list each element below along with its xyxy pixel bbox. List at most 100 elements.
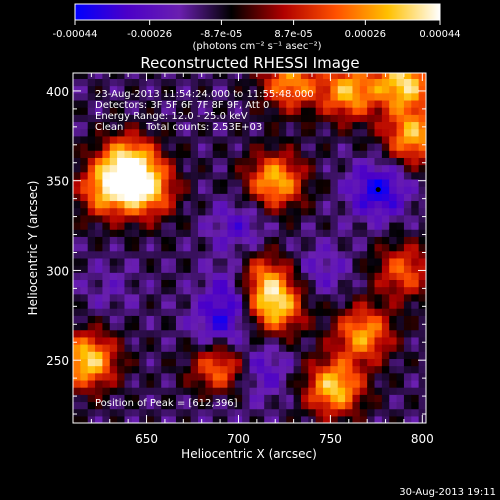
heatmap-pixel [227,92,236,101]
heatmap-pixel [271,121,280,130]
heatmap-pixel [198,243,206,252]
heatmap-pixel [183,214,192,223]
heatmap-pixel [396,78,405,87]
heatmap-pixel [300,99,309,108]
heatmap-pixel [330,107,339,115]
heatmap-pixel [256,401,265,410]
heatmap-pixel [389,257,398,266]
heatmap-pixel [418,200,426,209]
heatmap-pixel [315,107,324,115]
heatmap-pixel [212,351,221,359]
heatmap-pixel [323,351,331,359]
heatmap-pixel [190,207,199,216]
heatmap-pixel [264,243,273,252]
heatmap-pixel [168,415,177,423]
heatmap-pixel [389,73,398,79]
heatmap-pixel [337,250,346,259]
heatmap-pixel [278,193,287,202]
heatmap-pixel [161,329,170,338]
heatmap-pixel [117,178,126,187]
heatmap-pixel [212,221,221,230]
heatmap-pixel [212,358,221,367]
heatmap-pixel [249,164,258,173]
heatmap-pixel [190,401,199,410]
heatmap-pixel [190,336,199,345]
heatmap-pixel [205,178,214,187]
heatmap-pixel [198,157,206,166]
heatmap-pixel [198,78,206,87]
heatmap-pixel [418,164,426,173]
heatmap-pixel [212,186,221,194]
heatmap-pixel [330,92,339,101]
heatmap-pixel [264,415,273,423]
heatmap-pixel [131,344,140,352]
heatmap-pixel [95,171,104,180]
heatmap-pixel [337,171,346,180]
heatmap-pixel [102,164,111,173]
heatmap-pixel [80,243,89,252]
heatmap-pixel [234,121,243,130]
heatmap-pixel [418,78,426,87]
heatmap-pixel [418,329,426,338]
heatmap-pixel [352,186,361,194]
heatmap-pixel [242,315,251,324]
heatmap-pixel [264,401,273,410]
heatmap-pixel [146,207,155,216]
heatmap-pixel [242,279,251,288]
heatmap-pixel [227,372,236,381]
heatmap-pixel [352,329,361,338]
heatmap-pixel [418,279,426,288]
heatmap-pixel [146,221,155,230]
heatmap-pixel [411,164,420,173]
heatmap-pixel [153,121,162,130]
heatmap-pixel [234,214,243,223]
heatmap-pixel [323,186,331,194]
heatmap-pixel [131,214,140,223]
heatmap-pixel [315,85,324,94]
heatmap-pixel [271,379,280,388]
heatmap-pixel [286,286,295,295]
heatmap-pixel [242,178,251,187]
heatmap-pixel [264,351,273,359]
heatmap-pixel [139,408,148,417]
heatmap-pixel [315,272,324,281]
heatmap-pixel [205,92,214,101]
heatmap-pixel [286,128,295,137]
heatmap-pixel [330,286,339,295]
heatmap-pixel [278,415,287,423]
heatmap-pixel [102,128,111,137]
heatmap-pixel [249,279,258,288]
heatmap-pixel [139,265,148,273]
heatmap-pixel [271,351,280,359]
heatmap-pixel [256,73,265,79]
heatmap-pixel [389,372,398,381]
heatmap-pixel [337,329,346,338]
heatmap-pixel [234,157,243,166]
heatmap-pixel [256,121,265,130]
heatmap-pixel [308,92,317,101]
heatmap-pixel [168,408,177,417]
heatmap-pixel [124,401,133,410]
heatmap-pixel [256,92,265,101]
heatmap-pixel [190,229,199,237]
heatmap-pixel [300,73,309,79]
heatmap-pixel [234,164,243,173]
heatmap-pixel [249,272,258,281]
heatmap-pixel [153,236,162,245]
heatmap-pixel [109,236,118,245]
heatmap-pixel [87,293,96,302]
heatmap-pixel [315,164,324,173]
heatmap-pixel [411,73,420,79]
heatmap-pixel [374,107,383,115]
heatmap-pixel [330,358,339,367]
heatmap-pixel [87,121,96,130]
heatmap-pixel [139,286,148,295]
heatmap-pixel [278,394,287,403]
heatmap-pixel [131,308,140,316]
heatmap-pixel [183,85,192,94]
heatmap-pixel [264,358,273,367]
heatmap-pixel [153,308,162,316]
heatmap-pixel [411,128,420,137]
heatmap-pixel [73,107,81,115]
heatmap-pixel [374,408,383,417]
